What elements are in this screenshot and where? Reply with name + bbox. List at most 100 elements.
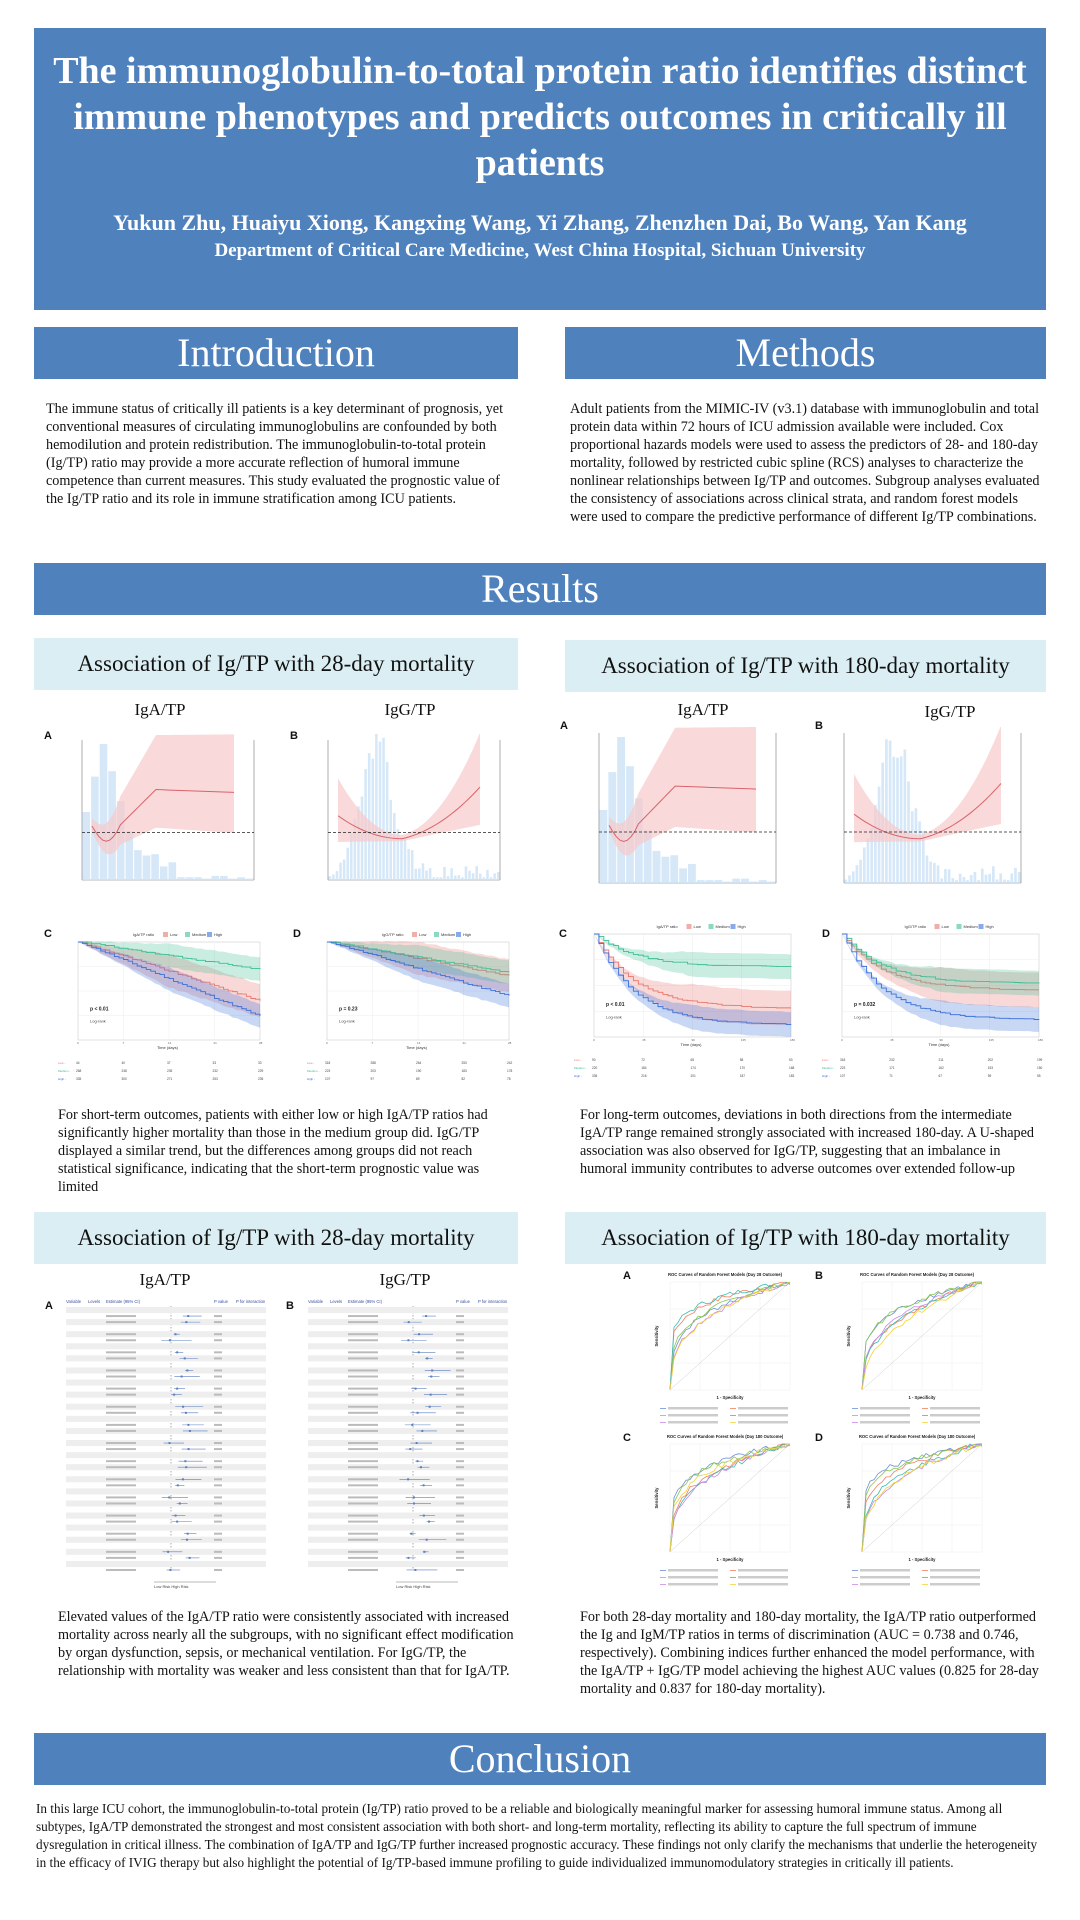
km-legend-title: IgG/TP ratio [382,932,404,937]
km-x-axis-label: Time (days) [681,1042,703,1047]
forest-point [174,1333,177,1336]
forest-header-cell: Levels [330,1299,342,1304]
forest-estimate-text [348,1375,378,1378]
histogram-bar [870,828,873,883]
forest-pvalue-text [214,1448,222,1451]
roc-legend-label [668,1576,718,1579]
panel-180d-col-title-iga: IgA/TP [677,700,729,719]
risk-table-cell: 82 [462,1077,466,1081]
roc-curve [861,1282,983,1391]
forest-point [414,1568,417,1571]
risk-table-cell: 178 [507,1069,513,1073]
histogram-bar [1010,873,1014,883]
roc-curve [861,1443,983,1553]
forest-point [176,1351,179,1354]
forest-header-cell: Estimate (95% CI) [348,1299,383,1304]
conclusion-heading: Conclusion [34,1733,1046,1785]
forest-estimate-text [348,1387,378,1390]
histogram-bar [914,808,918,883]
histogram-bar [955,880,958,883]
poster-title: The immunoglobulin-to-total protein rati… [53,50,1027,184]
panel-28d-col-title-iga: IgA/TP [134,700,186,719]
forest-estimate-text [106,1411,136,1414]
forest-pvalue-text [456,1484,464,1487]
forest-row-stripe [66,1355,266,1362]
roc-curve [669,1282,791,1391]
risk-table-cell: 318 [840,1058,846,1062]
risk-table-cell: 40 [122,1061,126,1065]
affiliation: Department of Critical Care Medicine, We… [214,240,866,261]
km-legend-swatch [163,932,168,937]
histogram-bar [848,875,851,883]
risk-table-cell: 37 [167,1061,171,1065]
forest-point [428,1520,431,1523]
histogram-bar [1006,880,1010,883]
risk-table-group: High - [574,1074,582,1078]
km-legend-swatch [456,932,461,937]
risk-table-cell: 335 [76,1077,82,1081]
histogram-bar [643,830,652,883]
km-legend-title: IgA/TP ratio [657,924,679,929]
risk-table-cell: 318 [325,1061,331,1065]
km-x-tick: 45 [890,1038,894,1042]
histogram-bar [134,850,142,880]
forest-point [185,1466,188,1469]
risk-table-cell: 190 [416,1069,422,1073]
km-confidence-band [327,942,509,1008]
forest-estimate-text [106,1375,136,1378]
histogram-bar [493,873,496,880]
forest-point [413,1502,416,1505]
histogram-bar [151,854,159,880]
forest-estimate-text [106,1448,136,1451]
forest-estimate-text [106,1538,136,1541]
forest-row-stripe [308,1452,508,1459]
histogram-bar [342,859,346,880]
forest-pvalue-text [456,1315,464,1318]
forest-pvalue-text [214,1502,222,1505]
panel-subgroup-label-a: A [45,1300,53,1312]
risk-table-cell: 232 [213,1069,219,1073]
forest-point [169,1568,172,1571]
histogram-bar [885,739,888,883]
confidence-band [609,727,756,856]
forest-estimate-text [106,1484,136,1487]
roc-title: ROC Curves of Random Forest Models (Day … [668,1272,783,1277]
risk-table-cell: 199 [1037,1058,1043,1062]
forest-row-stripe [66,1403,266,1410]
risk-table-cell: 170 [740,1066,746,1070]
forest-point [183,1357,186,1360]
forest-row-stripe [308,1512,508,1519]
km-x-axis-label: Time (days) [157,1045,179,1050]
panel-subgroup-col-title-igg: IgG/TP [379,1270,431,1289]
panel-28d-caption: For short-term outcomes, patients with e… [58,1107,488,1195]
km-x-tick: 90 [940,1038,944,1042]
forest-estimate-text [348,1556,378,1559]
methods-heading: Methods [565,327,1046,379]
km-survival-curve [594,933,792,1025]
panel-roc-heading: Association of Ig/TP with 180-day mortal… [565,1212,1046,1264]
histogram-bar [400,837,403,880]
histogram-bar [947,869,951,883]
risk-table-cell: 220 [592,1066,598,1070]
forest-point [411,1423,414,1426]
forest-estimate-text [348,1351,378,1354]
histogram-bar [407,849,410,880]
forest-row-stripe [66,1319,266,1326]
panel-subgroup-label-b: B [286,1300,294,1312]
forest-row-stripe [66,1512,266,1519]
forest-estimate-text [348,1514,378,1517]
roc-y-label: Sensitivity [846,1487,851,1509]
forest-row-stripe [308,1391,508,1398]
forest-row-stripe [308,1440,508,1447]
risk-table-cell: 271 [167,1077,173,1081]
forest-estimate-text [106,1429,136,1432]
km-x-tick: 0 [326,1041,328,1045]
forest-row-stripe [308,1307,508,1314]
forest-plot-igg: Variable Levels Estimate (95% CI) P value P … [308,1299,508,1589]
risk-table-cell: 44 [76,1061,80,1065]
roc-legend-label [860,1569,910,1572]
forest-point [410,1532,413,1535]
forest-point [168,1496,171,1499]
forest-pvalue-text [214,1460,222,1463]
histogram-bar [670,855,679,883]
